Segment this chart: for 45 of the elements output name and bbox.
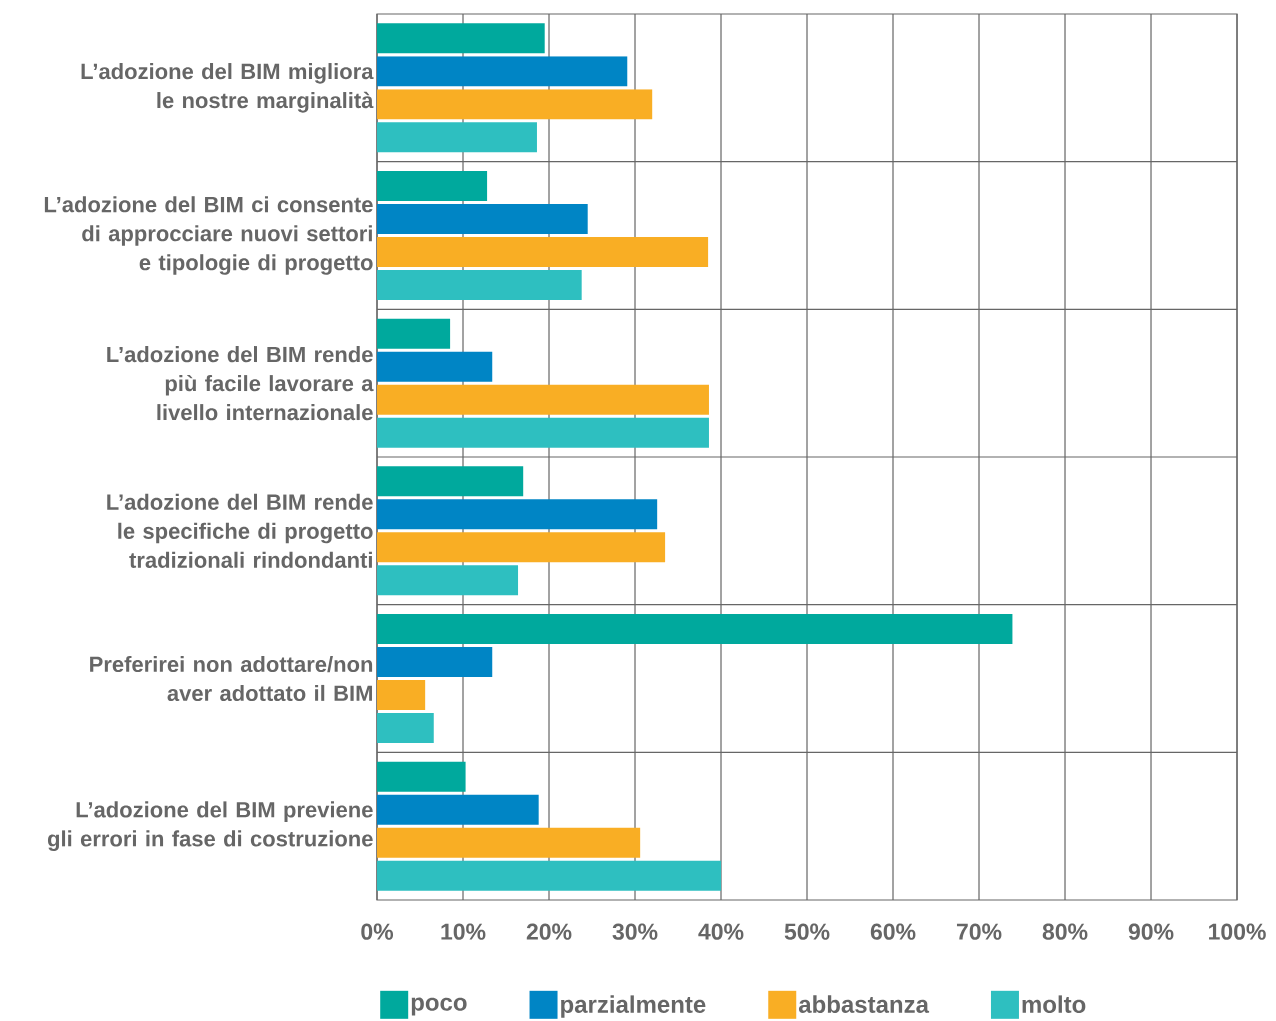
bar: [377, 204, 588, 235]
x-tick-label: 10%: [441, 923, 486, 940]
x-tick-label: 20%: [526, 923, 572, 940]
bar: [377, 827, 641, 858]
x-tick-label: 40%: [698, 923, 744, 940]
legend-label: abbastanza: [798, 995, 930, 1013]
legend-label: poco: [411, 997, 467, 1016]
bar: [377, 532, 666, 563]
bar: [377, 122, 537, 153]
x-tick-label: 0%: [361, 923, 394, 940]
x-tick-label: 100%: [1209, 923, 1266, 940]
legend-label: molto: [1022, 995, 1086, 1013]
bar: [377, 680, 426, 711]
x-tick-label: 70%: [956, 923, 1002, 940]
bar: [377, 23, 545, 54]
x-tick-label: 30%: [612, 923, 658, 940]
legend-label: parzialmente: [561, 995, 706, 1018]
bar: [377, 384, 709, 415]
bar: [377, 466, 524, 497]
y-tick-label: L’adozione del BIM rende più facile lavorare a livello internazionale: [107, 346, 374, 421]
x-tick-label: 50%: [784, 923, 830, 940]
bar: [377, 318, 451, 349]
bar: [377, 761, 466, 792]
y-tick-label: L’adozione del BIM migliora le nostre marginalità: [81, 63, 374, 113]
bar: [377, 171, 488, 202]
bar: [377, 270, 582, 301]
bar: [377, 499, 658, 530]
x-tick-label: 80%: [1042, 923, 1088, 940]
bar: [377, 794, 539, 825]
bar: [377, 89, 653, 120]
bar: [377, 614, 1013, 645]
x-tick-label: 90%: [1128, 923, 1174, 940]
bar: [377, 713, 434, 744]
x-tick-label: 60%: [870, 923, 916, 940]
bar: [377, 417, 709, 448]
bar: [377, 565, 519, 596]
bar: [377, 860, 722, 891]
bar: [377, 56, 628, 87]
y-tick-label: Preferirei non adottare/non aver adottato il BIM: [90, 655, 373, 702]
y-tick-label: L’adozione del BIM rende le specifiche di progetto tradizionali rindondanti: [107, 493, 373, 568]
bar: [377, 351, 493, 382]
y-tick-label: L’adozione del BIM previene gli errori in fase di costruzione: [47, 801, 373, 851]
bar: [377, 647, 493, 678]
y-tick-label: L’adozione del BIM ci consente di approcciare nuovi settori e tipologie di progetto: [44, 196, 373, 275]
bar: [377, 237, 709, 268]
